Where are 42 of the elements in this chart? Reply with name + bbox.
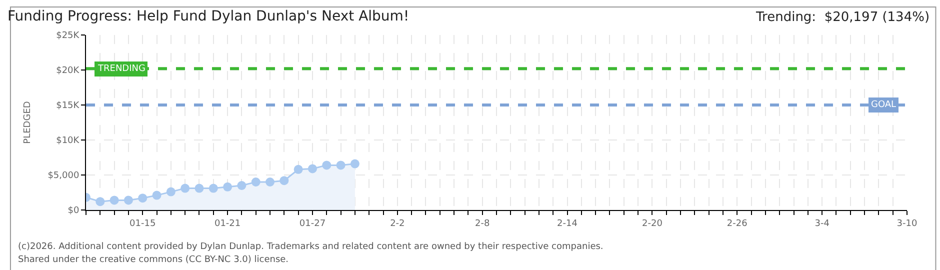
point	[138, 194, 148, 203]
point	[308, 164, 317, 174]
x-tick-label: 01-21	[214, 218, 241, 229]
point	[251, 178, 260, 186]
y-tick-label: $0	[68, 206, 80, 216]
x-tick-label: 3-4	[814, 218, 830, 229]
chart-title: Funding Progress: Help Fund Dylan Dunlap's Next Album!	[8, 8, 410, 25]
y-tick-label: $20K	[56, 66, 80, 76]
point	[350, 159, 360, 168]
point	[294, 164, 303, 174]
point	[237, 181, 246, 190]
x-tick-label: 3-10	[896, 218, 918, 229]
x-tick-label: 2-14	[557, 218, 578, 229]
point	[280, 176, 289, 186]
point	[180, 184, 190, 193]
point	[110, 196, 119, 205]
ref-line-label: GOAL	[871, 100, 896, 110]
text: Trending: $20,197 (134%)	[755, 10, 930, 25]
point	[152, 190, 162, 200]
y-tick-label: $25K	[56, 31, 80, 42]
x-tick-label: 01-27	[299, 218, 326, 229]
x-tick-label: 2-2	[390, 218, 405, 229]
x-tick-label: 2-20	[642, 218, 663, 229]
y-tick-label: $5,000	[48, 171, 80, 182]
point	[336, 160, 346, 170]
point	[194, 184, 204, 193]
point	[166, 187, 176, 196]
x-tick-label: 2-26	[726, 218, 748, 229]
point	[96, 197, 105, 206]
y-tick-label: $10K	[56, 136, 80, 146]
point	[208, 184, 218, 193]
x-tick-label: 2-8	[474, 218, 490, 229]
text: (c)2026. Additional content provided by Dylan Dunlap. Trademarks and related content are owned by their respective companies.	[18, 242, 604, 252]
point	[322, 160, 332, 170]
y-axis-title: PLEDGED	[23, 101, 34, 144]
point	[266, 178, 275, 186]
y-tick-label: $15K	[56, 101, 80, 112]
text: Shared under the creative commons (CC BY-NC 3.0) license.	[18, 255, 289, 265]
ref-line-label: TRENDING	[97, 64, 146, 74]
point	[124, 196, 133, 205]
point	[223, 182, 232, 192]
x-tick-label: 01-15	[130, 218, 156, 229]
